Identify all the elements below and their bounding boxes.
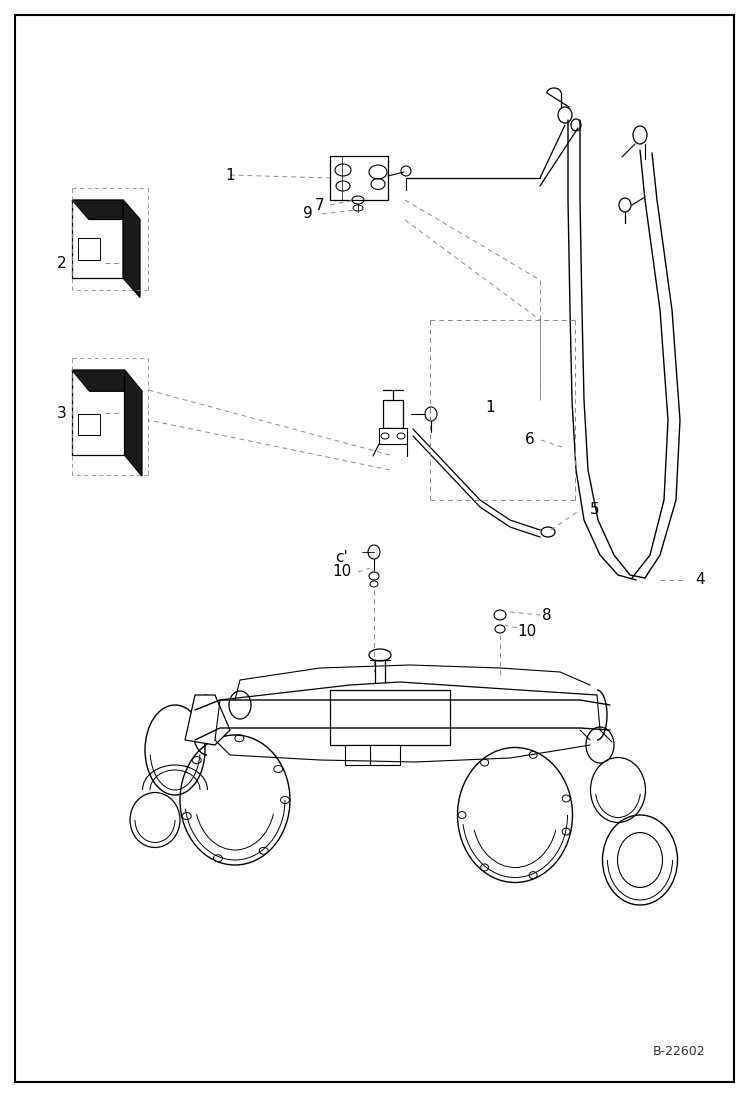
Polygon shape <box>185 695 230 745</box>
Polygon shape <box>124 370 142 476</box>
Text: 4: 4 <box>695 573 705 588</box>
Text: 2: 2 <box>57 256 67 271</box>
Bar <box>370 745 400 765</box>
Polygon shape <box>72 370 142 392</box>
Bar <box>78 414 100 436</box>
Bar <box>330 690 450 745</box>
Polygon shape <box>72 200 140 219</box>
Text: 9: 9 <box>303 206 313 222</box>
Bar <box>383 400 403 428</box>
Bar <box>330 156 388 200</box>
Text: c': c' <box>336 550 348 565</box>
Text: 7: 7 <box>315 197 325 213</box>
Polygon shape <box>72 200 123 278</box>
Text: 6: 6 <box>525 432 535 448</box>
Bar <box>379 428 407 444</box>
Polygon shape <box>123 200 140 297</box>
Text: B-22602: B-22602 <box>652 1045 705 1058</box>
Bar <box>78 238 100 260</box>
Text: 1: 1 <box>225 168 235 182</box>
Text: 5: 5 <box>590 502 600 518</box>
Text: 8: 8 <box>542 608 552 622</box>
Text: 3: 3 <box>57 406 67 420</box>
Text: 10: 10 <box>518 623 536 638</box>
Text: 1: 1 <box>485 400 495 416</box>
Polygon shape <box>72 370 124 455</box>
Bar <box>345 745 375 765</box>
Text: 10: 10 <box>333 565 351 579</box>
